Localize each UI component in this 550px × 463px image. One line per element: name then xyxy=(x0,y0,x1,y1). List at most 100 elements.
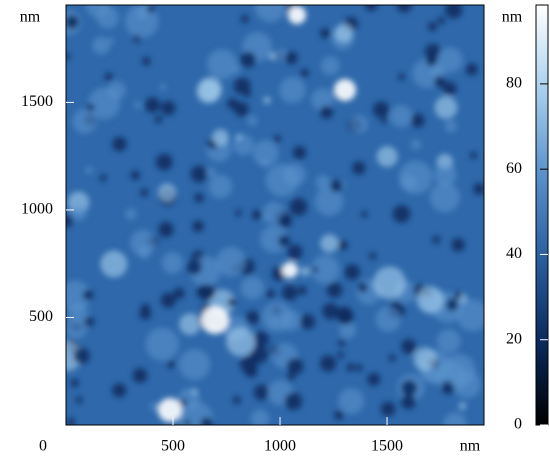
bump xyxy=(310,255,340,284)
bump xyxy=(260,225,288,253)
bump xyxy=(389,105,413,128)
pit xyxy=(144,97,161,113)
grain xyxy=(201,306,229,334)
pit xyxy=(155,153,173,171)
pit xyxy=(130,170,140,181)
pit xyxy=(289,197,308,216)
pit xyxy=(196,284,212,300)
x-tick-label: 1000 xyxy=(264,438,296,455)
pit xyxy=(367,372,381,386)
bump xyxy=(85,166,94,174)
colorbar-tick-label: 80 xyxy=(506,75,522,92)
pit xyxy=(437,16,446,25)
pit xyxy=(112,136,127,152)
bump xyxy=(159,83,167,91)
grain xyxy=(158,398,182,422)
surface-texture xyxy=(66,5,484,425)
bump xyxy=(207,49,237,80)
pit xyxy=(154,115,163,124)
pit xyxy=(392,205,411,223)
bump xyxy=(314,187,344,216)
pit xyxy=(470,151,478,159)
y-tick-label: 1500 xyxy=(21,93,53,110)
pit xyxy=(465,63,478,76)
bump xyxy=(275,49,288,62)
pit xyxy=(319,28,331,39)
bump xyxy=(268,52,277,61)
pit xyxy=(281,284,298,301)
pit xyxy=(190,165,208,183)
bump xyxy=(400,174,418,191)
pit xyxy=(194,193,204,203)
pit xyxy=(357,282,368,293)
bump xyxy=(263,96,271,105)
pit xyxy=(234,101,249,117)
bump xyxy=(254,5,287,23)
pit xyxy=(300,68,309,78)
pit xyxy=(173,287,185,299)
pit xyxy=(372,101,390,118)
bump xyxy=(196,79,221,104)
pit xyxy=(319,355,337,372)
pit xyxy=(70,378,79,388)
y-tick-label: 500 xyxy=(29,308,53,325)
bump xyxy=(279,77,306,104)
bump xyxy=(92,36,111,55)
colorbar xyxy=(535,4,549,426)
pit xyxy=(326,282,343,298)
bump xyxy=(434,96,458,120)
pit xyxy=(388,354,396,362)
pit xyxy=(167,360,175,369)
bump xyxy=(179,349,211,381)
pit xyxy=(186,259,202,275)
pit xyxy=(330,179,343,193)
pit xyxy=(140,188,149,197)
bump xyxy=(96,6,119,29)
bump xyxy=(320,56,340,75)
pit xyxy=(451,238,465,252)
bump xyxy=(66,280,91,312)
bump xyxy=(70,204,87,221)
bump xyxy=(145,327,179,361)
pit xyxy=(322,302,339,320)
bump xyxy=(410,139,422,150)
pit xyxy=(273,135,281,143)
pit xyxy=(337,308,354,325)
pit xyxy=(142,56,151,66)
pit xyxy=(445,298,459,312)
bump xyxy=(456,299,484,332)
pit xyxy=(66,417,76,425)
bump xyxy=(444,120,457,133)
bump xyxy=(191,388,198,395)
pit xyxy=(251,209,263,220)
grain xyxy=(282,262,298,278)
colorbar-tick-label: 20 xyxy=(506,330,522,347)
bump xyxy=(429,182,460,213)
bump xyxy=(125,208,137,220)
y-tick-label: 1000 xyxy=(21,201,53,218)
bump xyxy=(436,329,461,353)
pit xyxy=(66,215,73,228)
pit xyxy=(266,289,275,299)
pit xyxy=(73,347,90,365)
bump xyxy=(208,174,233,199)
pit xyxy=(253,384,270,401)
colorbar-tick-label: 0 xyxy=(514,416,522,433)
bump xyxy=(338,388,365,414)
pit xyxy=(432,235,441,244)
bump xyxy=(339,321,357,339)
bump xyxy=(269,317,279,327)
bump xyxy=(100,250,128,278)
pit xyxy=(380,401,396,417)
pit xyxy=(146,5,156,14)
bump xyxy=(212,128,229,146)
pit xyxy=(66,15,79,30)
pit xyxy=(311,266,319,273)
bump xyxy=(458,402,467,410)
bump xyxy=(206,167,216,177)
pit xyxy=(158,221,174,238)
pit xyxy=(444,5,463,19)
pit xyxy=(250,345,269,364)
pit xyxy=(253,331,270,348)
pit xyxy=(361,211,368,218)
